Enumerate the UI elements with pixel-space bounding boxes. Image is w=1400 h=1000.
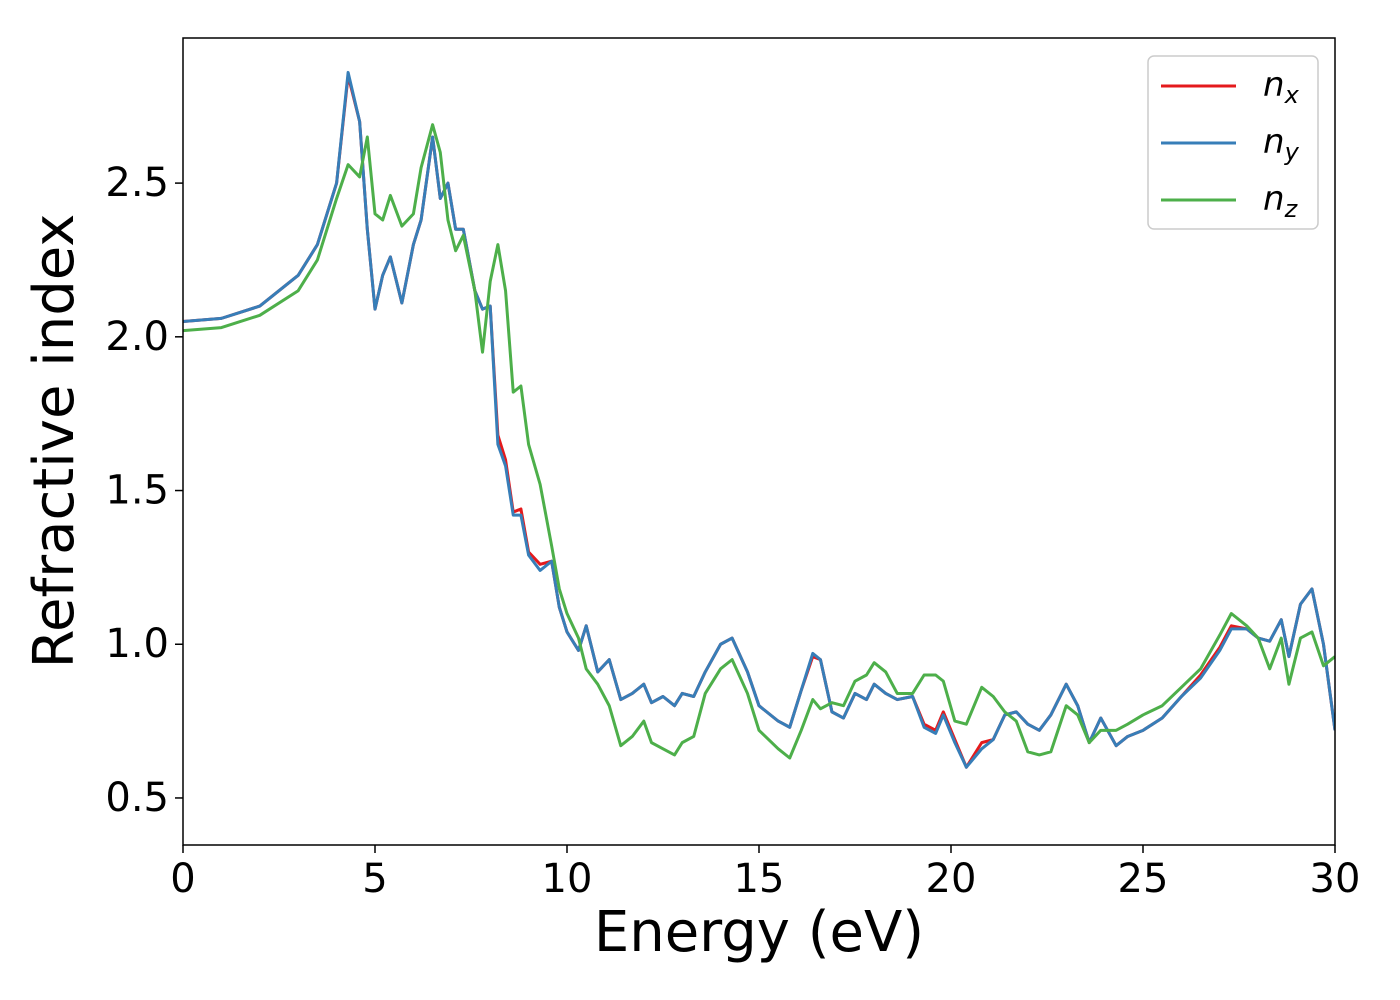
x-tick-label: 30 [1310,856,1361,902]
y-axis-label: Refractive index [22,214,87,669]
y-tick-label: 1.5 [105,468,169,514]
plot-frame [182,37,1336,846]
line-series [183,123,1335,760]
y-tick-label: 0.5 [105,775,169,821]
y-tick-label: 2.0 [105,314,169,360]
x-tick-label: 15 [734,856,785,902]
x-axis-label: Energy (eV) [594,900,924,965]
x-tick-label: 0 [170,856,195,902]
legend-label: nx [1263,65,1300,110]
x-tick-label: 20 [926,856,977,902]
y-tick-label: 1.0 [105,621,169,667]
legend-label: nz [1263,179,1299,224]
legend-label: ny [1263,122,1300,167]
x-tick-label: 5 [362,856,387,902]
y-tick-label: 2.5 [105,160,169,206]
x-tick-label: 10 [542,856,593,902]
x-tick-label: 25 [1118,856,1169,902]
line-series [183,70,1335,769]
